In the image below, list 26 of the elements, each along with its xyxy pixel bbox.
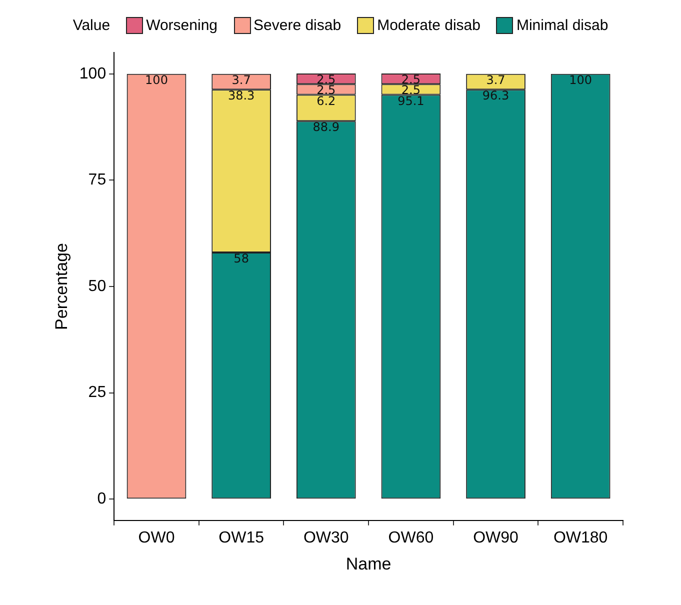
y-tick-label: 0 (97, 490, 106, 508)
data-label: 3.7 (486, 72, 506, 87)
data-label: 100 (569, 72, 592, 87)
x-axis-title: Name (346, 554, 392, 574)
legend-label: Worsening (146, 16, 218, 34)
x-tick-label: OW15 (218, 529, 264, 546)
data-label: 100 (145, 72, 168, 87)
y-tick-label: 100 (79, 65, 106, 82)
data-label: 58 (234, 252, 249, 266)
y-tick-label: 75 (88, 172, 106, 189)
data-label: 88.9 (312, 120, 340, 134)
x-tick-label: OW0 (138, 529, 175, 546)
text: Minimal disab (516, 16, 608, 34)
data-label: 38.3 (228, 88, 255, 103)
legend-label: Severe disab (254, 16, 342, 34)
y-tick-label: 50 (88, 278, 106, 295)
legend-title: Value (72, 16, 110, 34)
y-tick-label: 25 (88, 384, 106, 402)
data-label: 3.7 (232, 72, 251, 87)
x-tick-label: OW30 (303, 529, 349, 546)
x-tick-label: OW90 (473, 529, 519, 546)
x-tick-label: OW60 (388, 529, 434, 546)
legend-label: Moderate disab (377, 16, 480, 34)
y-axis-title: Percentage (52, 243, 71, 330)
x-tick-label: OW180 (553, 529, 608, 546)
data-label: 96.3 (482, 88, 510, 103)
